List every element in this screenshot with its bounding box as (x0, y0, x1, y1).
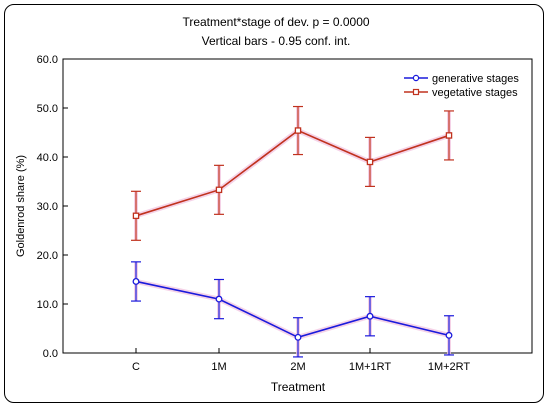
y-axis-label: Goldenrod share (%) (15, 155, 27, 257)
x-axis: C 1M 2M 1M+1RT 1M+2RT (132, 348, 470, 373)
legend-label: generative stages (432, 73, 519, 85)
x-tick-label: 1M+2RT (428, 361, 471, 373)
plot-area (62, 58, 533, 354)
x-tick-label: C (132, 361, 140, 373)
y-tick-label: 40.0 (37, 152, 58, 164)
y-tick-label: 50.0 (37, 103, 58, 115)
x-axis-label: Treatment (271, 380, 326, 394)
chart-subtitle: Vertical bars - 0.95 conf. int. (202, 34, 351, 48)
data-point (445, 331, 453, 339)
y-axis: 0.0 10.0 20.0 30.0 40.0 50.0 60.0 (37, 54, 68, 360)
y-tick-label: 60.0 (37, 54, 58, 66)
series-line-glow (135, 128, 450, 219)
legend: generative stages vegetative stages (404, 73, 519, 99)
chart-title: Treatment*stage of dev. p = 0.0000 (182, 15, 369, 29)
series-line-glow (135, 279, 450, 340)
x-tick-label: 1M+1RT (349, 361, 392, 373)
data-point (294, 127, 302, 134)
y-tick-label: 0.0 (43, 348, 58, 360)
y-tick-label: 30.0 (37, 201, 58, 213)
chart-frame (4, 4, 544, 403)
x-tick-label: 1M (211, 361, 226, 373)
y-tick-label: 10.0 (37, 299, 58, 311)
series-vegetative (131, 105, 454, 241)
data-point (294, 333, 302, 341)
data-point (445, 132, 453, 139)
data-point (215, 295, 223, 303)
series-generative (131, 261, 454, 358)
data-point (215, 186, 223, 194)
legend-marker (412, 88, 420, 96)
x-tick-label: 2M (290, 361, 305, 373)
y-tick-label: 20.0 (37, 250, 58, 262)
legend-marker (412, 74, 420, 82)
data-point (132, 212, 140, 220)
data-point (132, 278, 140, 285)
data-point (366, 312, 374, 320)
legend-label: vegetative stages (432, 87, 518, 99)
data-point (366, 158, 374, 166)
series-layer (131, 105, 454, 358)
